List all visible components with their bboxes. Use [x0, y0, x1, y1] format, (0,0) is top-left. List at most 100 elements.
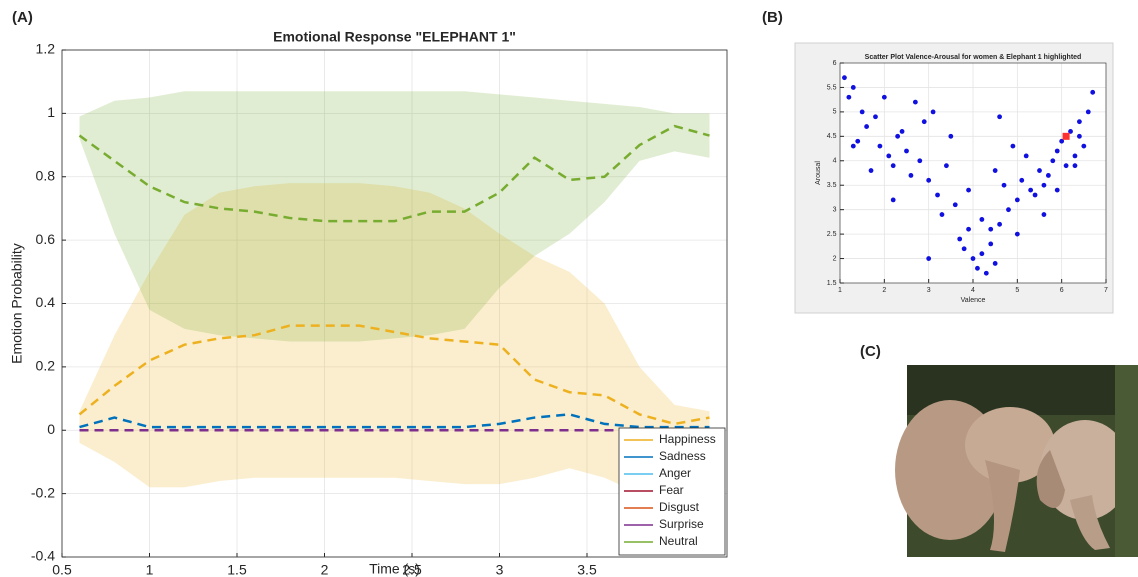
x-tick-label: 1: [146, 562, 154, 577]
scatter-point: [1064, 163, 1069, 168]
panel-label: (C): [860, 343, 881, 360]
scatter-point: [1011, 144, 1016, 149]
y-tick-label: 1: [47, 104, 55, 120]
scatter-point: [1055, 188, 1060, 193]
scatter-point: [846, 95, 851, 100]
y-tick-label: 0: [47, 421, 55, 437]
scatter-point: [926, 178, 931, 183]
legend-label: Happiness: [659, 432, 716, 446]
y-axis-label: Emotion Probability: [9, 243, 25, 364]
scatter-point: [997, 222, 1002, 227]
scatter-point: [1073, 153, 1078, 158]
scatter-point: [988, 227, 993, 232]
scatter-point: [979, 251, 984, 256]
scatter-point: [975, 266, 980, 271]
scatter-point: [842, 75, 847, 80]
y-tick-label: 5.5: [827, 84, 837, 91]
elephant-photo: [895, 365, 1138, 557]
scatter-point: [1090, 90, 1095, 95]
panel-label: (B): [762, 9, 783, 26]
y-tick-label: 0.2: [36, 358, 56, 374]
scatter-point: [917, 158, 922, 163]
y-tick-label: 4: [833, 158, 837, 165]
y-tick-label: 5: [833, 109, 837, 116]
x-tick-label: 6: [1060, 287, 1064, 294]
scatter-point: [891, 197, 896, 202]
x-axis-label: Valence: [961, 297, 986, 304]
scatter-point: [860, 109, 865, 114]
scatter-point: [1046, 173, 1051, 178]
panel-label: (A): [12, 9, 33, 26]
y-tick-label: 0.6: [36, 231, 56, 247]
scatter-point: [1073, 163, 1078, 168]
x-tick-label: 1: [838, 287, 842, 294]
scatter-point: [1006, 207, 1011, 212]
y-tick-label: -0.4: [31, 548, 55, 564]
scatter-point: [878, 144, 883, 149]
scatter-point: [886, 153, 891, 158]
scatter-point: [962, 246, 967, 251]
scatter-point: [851, 144, 856, 149]
scatter-point: [1050, 158, 1055, 163]
scatter-point: [944, 163, 949, 168]
x-tick-label: 3: [496, 562, 504, 577]
scatter-point: [971, 256, 976, 261]
scatter-point: [1055, 149, 1060, 154]
scatter-point: [900, 129, 905, 134]
scatter-point: [1015, 232, 1020, 237]
x-tick-label: 7: [1104, 287, 1108, 294]
y-tick-label: 6: [833, 60, 837, 67]
x-tick-label: 1.5: [227, 562, 247, 577]
scatter-point: [1028, 188, 1033, 193]
scatter-point: [864, 124, 869, 129]
x-tick-label: 0.5: [52, 562, 72, 577]
x-tick-label: 2: [321, 562, 329, 577]
scatter-point: [993, 261, 998, 266]
x-tick-label: 3.5: [577, 562, 597, 577]
scatter-point: [931, 109, 936, 114]
y-tick-label: 2.5: [827, 231, 837, 238]
legend-label: Anger: [659, 466, 691, 480]
y-tick-label: 4.5: [827, 133, 837, 140]
chart-title: Scatter Plot Valence-Arousal for women &…: [865, 54, 1082, 61]
figure: (A) (B) (C) 0.5 1 1.5 2 2.5 3 3.5 -0.4 -0.2 0 0.2 0…: [0, 0, 1138, 577]
scatter-point: [979, 217, 984, 222]
scatter-point: [1033, 193, 1038, 198]
chart-title: Emotional Response "ELEPHANT 1": [273, 29, 516, 45]
scatter-point: [966, 188, 971, 193]
y-tick-label: -0.2: [31, 484, 55, 500]
legend-label: Fear: [659, 483, 684, 497]
scatter-point: [891, 163, 896, 168]
y-tick-label: 0.8: [36, 167, 56, 183]
scatter-point: [1042, 212, 1047, 217]
x-tick-label: 2: [882, 287, 886, 294]
scatter-point: [1037, 168, 1042, 173]
scatter-point: [953, 202, 958, 207]
scatter-point: [851, 85, 856, 90]
scatter-point: [895, 134, 900, 139]
scatter-point: [926, 256, 931, 261]
legend-label: Surprise: [659, 517, 704, 531]
scatter-point: [940, 212, 945, 217]
scatter-point: [1086, 109, 1091, 114]
scatter-point: [1042, 183, 1047, 188]
scatter-point: [935, 193, 940, 198]
x-tick-label: 5: [1015, 287, 1019, 294]
scatter-point: [1015, 197, 1020, 202]
scatter-point: [957, 237, 962, 242]
y-tick-label: 3.5: [827, 182, 837, 189]
x-tick-label: 3: [927, 287, 931, 294]
scatter-point: [988, 241, 993, 246]
x-axis-label: Time (s): [369, 561, 420, 577]
scatter-point: [913, 100, 918, 105]
y-tick-label: 1.2: [36, 41, 56, 57]
scatter-point: [1077, 119, 1082, 124]
scatter-point: [922, 119, 927, 124]
y-tick-label: 3: [833, 207, 837, 214]
legend-label: Neutral: [659, 534, 698, 548]
legend-label: Sadness: [659, 449, 706, 463]
scatter-point: [997, 114, 1002, 119]
scatter-point: [1077, 134, 1082, 139]
